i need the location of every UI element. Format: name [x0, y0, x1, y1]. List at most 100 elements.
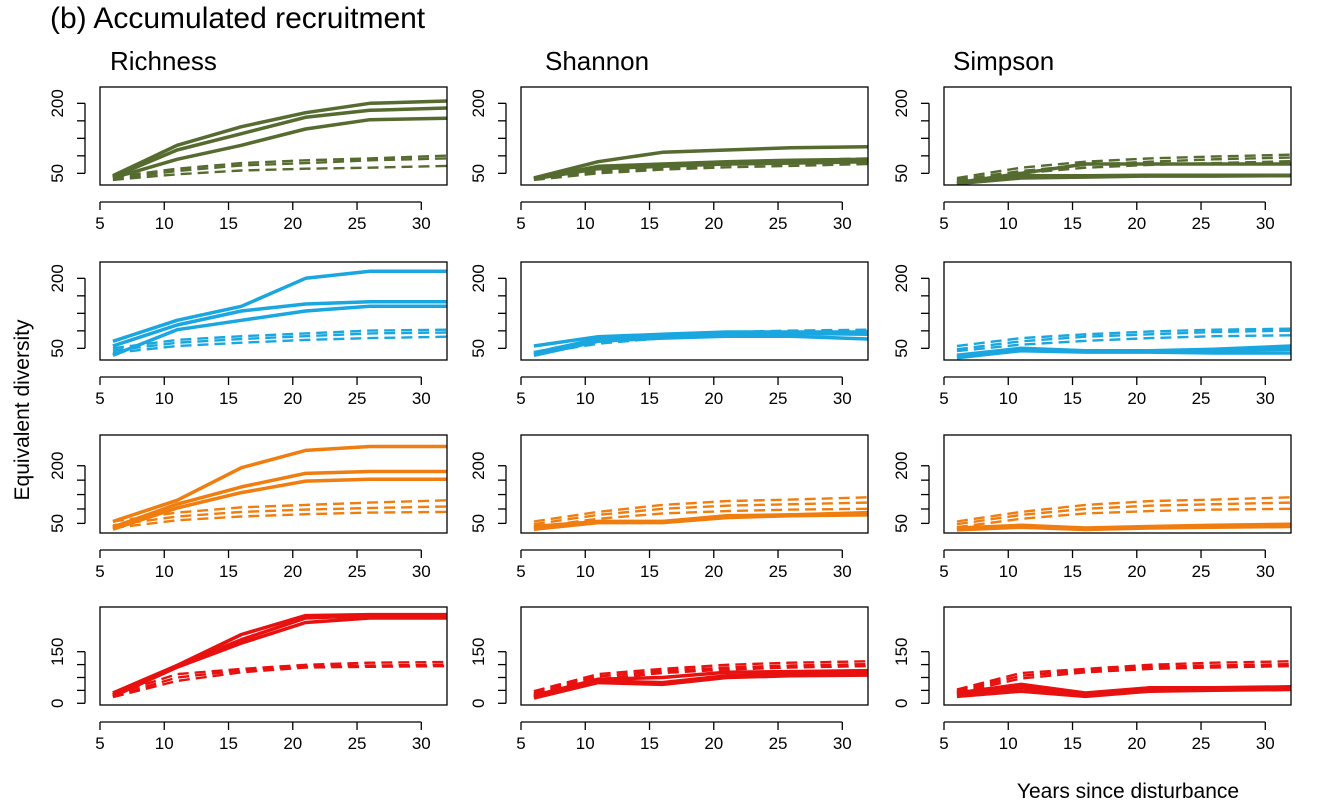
x-tick-label: 5	[95, 214, 104, 233]
panel-frame	[943, 261, 1292, 361]
series-line-3	[533, 157, 869, 180]
y-tick-label: 200	[469, 264, 488, 292]
x-tick-label: 5	[939, 562, 948, 581]
y-tick-label: 200	[469, 452, 488, 480]
x-tick-label: 25	[348, 389, 367, 408]
x-tick-label: 15	[1063, 734, 1082, 753]
panel-1-1: 5 10 15 20 25 30 50 200	[469, 261, 869, 408]
x-tick-label: 15	[219, 389, 238, 408]
panel-frame	[520, 86, 869, 186]
x-tick-label: 20	[1127, 562, 1146, 581]
panel-frame	[99, 86, 448, 186]
y-tick-label: 50	[48, 514, 67, 533]
series-line-2	[112, 616, 447, 698]
x-tick-label: 20	[283, 214, 302, 233]
series-line-5	[956, 160, 1292, 182]
y-tick-label: 150	[469, 638, 488, 666]
x-tick-label: 30	[1256, 389, 1275, 408]
x-tick-label: 25	[769, 562, 788, 581]
x-tick-label: 25	[348, 214, 367, 233]
x-tick-label: 15	[1063, 214, 1082, 233]
x-tick-label: 10	[576, 389, 595, 408]
x-tick-label: 20	[1127, 389, 1146, 408]
panel-2-2: 5 10 15 20 25 30 50 200	[892, 434, 1292, 581]
series-line-5	[112, 664, 448, 699]
panel-3-1: 5 10 15 20 25 30 0 150	[469, 606, 869, 753]
x-tick-label: 15	[219, 562, 238, 581]
x-tick-label: 25	[1192, 734, 1211, 753]
x-tick-label: 30	[833, 734, 852, 753]
x-tick-label: 25	[1192, 389, 1211, 408]
series-line-4	[533, 662, 869, 695]
series-line-1	[112, 106, 448, 179]
y-tick-label: 50	[48, 164, 67, 183]
x-tick-label: 5	[516, 214, 525, 233]
x-tick-label: 5	[939, 734, 948, 753]
y-tick-label: 0	[892, 699, 911, 708]
series-line-3	[112, 328, 448, 350]
y-tick-label: 200	[469, 89, 488, 117]
x-tick-label: 25	[769, 214, 788, 233]
series-line-5	[533, 162, 869, 182]
y-tick-label: 50	[469, 164, 488, 183]
panel-1-2: 5 10 15 20 25 30 50 200	[892, 261, 1292, 408]
panel-frame	[943, 434, 1292, 534]
x-tick-label: 20	[704, 734, 723, 753]
x-tick-label: 20	[704, 214, 723, 233]
y-tick-label: 50	[892, 164, 911, 183]
series-line-1	[533, 157, 869, 181]
series-line-4	[112, 331, 448, 352]
series-line-3	[956, 327, 1292, 348]
x-tick-label: 25	[348, 734, 367, 753]
series-line-2	[956, 524, 1292, 532]
series-line-3	[533, 496, 869, 523]
x-tick-label: 25	[769, 389, 788, 408]
x-tick-label: 15	[640, 562, 659, 581]
x-tick-label: 10	[576, 734, 595, 753]
x-tick-label: 15	[219, 734, 238, 753]
panel-2-1: 5 10 15 20 25 30 50 200	[469, 434, 869, 581]
y-tick-label: 50	[892, 339, 911, 358]
panel-1-0: 5 10 15 20 25 30 50 200	[48, 261, 448, 408]
x-tick-label: 10	[999, 214, 1018, 233]
x-tick-label: 20	[283, 562, 302, 581]
x-tick-label: 30	[1256, 734, 1275, 753]
series-line-0	[112, 444, 447, 524]
x-tick-label: 20	[283, 389, 302, 408]
y-tick-label: 200	[892, 264, 911, 292]
y-tick-label: 0	[48, 699, 67, 708]
y-axis-title: Equivalent diversity	[11, 319, 34, 500]
y-tick-label: 200	[48, 89, 67, 117]
x-tick-label: 30	[412, 562, 431, 581]
series-line-3	[533, 660, 869, 693]
panel-frame	[99, 261, 448, 361]
panel-frame	[943, 606, 1292, 706]
x-tick-label: 30	[833, 562, 852, 581]
y-tick-label: 200	[892, 452, 911, 480]
y-tick-label: 50	[892, 514, 911, 533]
y-tick-label: 50	[469, 514, 488, 533]
series-line-5	[112, 164, 448, 182]
x-tick-label: 25	[348, 562, 367, 581]
series-line-2	[533, 513, 869, 531]
x-tick-label: 15	[219, 214, 238, 233]
x-tick-label: 20	[704, 389, 723, 408]
x-tick-label: 25	[769, 734, 788, 753]
series-line-2	[956, 173, 1292, 186]
column-title-richness: Richness	[110, 46, 217, 76]
series-line-4	[956, 156, 1292, 182]
x-tick-label: 30	[1256, 562, 1275, 581]
y-tick-label: 50	[48, 339, 67, 358]
series-line-5	[956, 507, 1292, 529]
x-tick-label: 15	[640, 734, 659, 753]
series-line-3	[112, 154, 448, 179]
series-line-3	[533, 328, 869, 354]
series-line-4	[112, 505, 448, 527]
y-tick-label: 150	[892, 638, 911, 666]
series-line-2	[533, 673, 869, 700]
x-tick-label: 5	[516, 734, 525, 753]
series-line-5	[112, 510, 448, 530]
series-line-2	[112, 116, 448, 180]
series-line-2	[956, 687, 1292, 699]
